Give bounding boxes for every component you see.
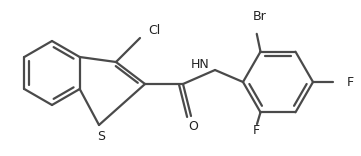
- Text: Cl: Cl: [148, 24, 160, 37]
- Text: HN: HN: [191, 58, 210, 71]
- Text: F: F: [347, 76, 354, 88]
- Text: F: F: [253, 124, 260, 136]
- Text: O: O: [188, 119, 198, 132]
- Text: S: S: [97, 130, 105, 143]
- Text: Br: Br: [253, 10, 267, 22]
